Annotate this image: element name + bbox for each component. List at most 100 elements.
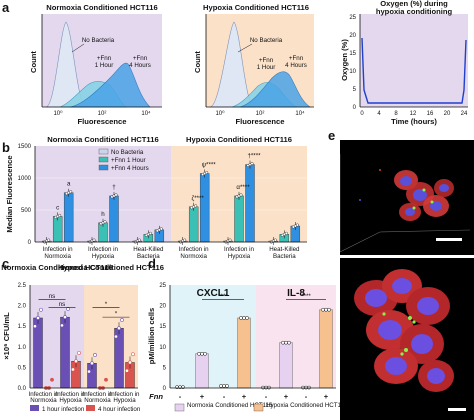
panel-c: Normoxia Conditioned HCT116 Hypoxia Cond… — [1, 263, 164, 413]
d-point-7-1 — [324, 307, 328, 312]
hist1-label-f4a: +Fnn — [133, 55, 148, 62]
d-sig-label-0: **** — [218, 293, 228, 300]
panel-letter-b: b — [2, 140, 10, 155]
d-legend-1: Hypoxia Conditioned HCT116 — [266, 402, 348, 409]
b-legend-swatch-0 — [98, 148, 109, 155]
c-point-c3-s0-1 — [117, 326, 121, 331]
oxygen-xlabel: Time (hours) — [391, 117, 437, 126]
hist1-ylabel: Count — [29, 51, 38, 73]
b-category-label-3-line1: Infection in — [179, 246, 209, 253]
c-sig-label-0: ns — [49, 293, 56, 300]
hist1-title: Normoxia Conditioned HCT116 — [46, 3, 157, 12]
c-point-c1-s1-1 — [74, 359, 78, 364]
c-category-label-0-line1: Infection in — [29, 391, 59, 398]
micro-bot-nucleus-1 — [365, 289, 387, 307]
c-point-c3-s1-2 — [131, 352, 135, 357]
hist1-xlabel: Fluorescence — [78, 117, 127, 126]
c-ytick-3: 1.5 — [18, 324, 27, 330]
d-sign-2: - — [223, 392, 226, 401]
d-bar-7 — [319, 309, 333, 389]
oxygen-ylabel: Oxygen (%) — [340, 39, 349, 81]
d-sign-7: + — [324, 392, 329, 401]
b-category-label-1-line2: Hypoxia — [92, 253, 115, 260]
c-ytick-5: 2.5 — [18, 283, 27, 289]
d-point-3-0 — [239, 316, 243, 320]
micro-bot-bacteria-4 — [400, 352, 404, 356]
b-point-c3-s1-2 — [194, 204, 198, 208]
c-point-c2-s1-2 — [104, 377, 108, 382]
b-title-left: Normoxia Conditioned HCT116 — [47, 135, 158, 144]
microscopy-top-svg — [340, 154, 471, 253]
c-sig-label-2: * — [105, 301, 108, 308]
c-point-c0-s0-0 — [33, 324, 37, 329]
hist2-ylabel: Count — [193, 51, 202, 73]
d-legend-swatch-0 — [174, 403, 185, 412]
panel-letter-e: e — [328, 128, 335, 143]
b-ytick-0: 0 — [28, 240, 32, 246]
d-significance: **** **** — [202, 293, 326, 300]
oxygen-xtick-2: 8 — [394, 111, 398, 117]
c-sig-label-3: * — [115, 311, 118, 318]
b-point-c4-s1-2 — [239, 193, 243, 197]
d-sign-4: - — [265, 392, 268, 401]
c-title-right: Hypoxia Conditioned HCT116 — [58, 263, 164, 272]
oxygen-bg — [360, 14, 468, 107]
b-bar-c1-s2 — [109, 195, 119, 243]
b-bar-c3-s1 — [188, 206, 199, 243]
b-point-c0-s2-2 — [69, 190, 73, 194]
b-category-label-5-line1: Heat-Killed — [269, 246, 300, 253]
oxygen-xtick-3: 12 — [410, 111, 417, 117]
c-point-c2-s0-2 — [93, 353, 97, 357]
b-point-c2-s1-2 — [148, 231, 152, 235]
hist1-nb-pointer — [71, 43, 85, 53]
micro-top-scale-bar — [436, 238, 462, 241]
d-bars — [175, 307, 333, 390]
c-category-label-1-line2: Hypoxia — [59, 397, 82, 404]
c-ylabel: ×10⁶ CFU/mL — [2, 312, 11, 360]
b-point-c5-s1-2 — [284, 231, 288, 235]
b-point-c4-s2-2 — [250, 162, 254, 166]
d-point-5-2 — [287, 340, 291, 345]
d-title-left: CXCL1 — [197, 288, 230, 299]
d-point-4-0 — [261, 385, 265, 390]
c-bar-c1-s0 — [60, 316, 70, 389]
hist1-label-f1a: +Fnn — [97, 55, 112, 62]
b-legend-swatch-1 — [98, 156, 109, 163]
d-point-7-0 — [321, 307, 325, 312]
c-title-left: Normoxia Conditioned HCT116 — [1, 263, 112, 272]
oxygen-xtick-0: 0 — [360, 111, 364, 117]
micro-top-nucleus-1 — [400, 176, 412, 186]
micro-top-box-edge-1 — [340, 231, 381, 253]
d-point-7-2 — [327, 307, 331, 312]
c-point-c2-s0-1 — [90, 361, 94, 366]
micro-top-bacteria-1 — [422, 188, 426, 192]
b-annotation-0: c — [56, 204, 59, 211]
b-category-label-2-line1: Heat-Killed — [133, 246, 164, 253]
micro-bot-bacteria-1 — [408, 316, 412, 320]
micro-top-nucleus-3 — [430, 201, 442, 211]
micro-bot-nucleus-3 — [417, 297, 439, 315]
c-point-c0-s0-2 — [39, 307, 43, 312]
b-annotation-2: h — [101, 211, 105, 218]
oxygen-xtick-1: 4 — [377, 111, 381, 117]
c-bars — [33, 306, 135, 390]
oxygen-ytick-1: 5 — [353, 87, 357, 93]
d-point-3-2 — [245, 316, 249, 320]
d-legend-swatch-1 — [253, 403, 264, 412]
c-legend-0: 1 hour infection — [42, 406, 85, 413]
c-point-c0-s1-2 — [50, 377, 54, 382]
b-annotation-5: ψ**** — [202, 162, 217, 169]
c-point-c0-s0-1 — [36, 316, 40, 320]
oxygen-trace — [361, 37, 467, 104]
c-point-c1-s0-1 — [63, 315, 67, 320]
b-annotation-6: α**** — [236, 184, 250, 191]
c-point-c3-s0-2 — [120, 318, 124, 322]
c-point-c3-s1-0 — [125, 368, 129, 373]
b-category-label-0-line2: Normoxia — [44, 253, 71, 260]
hist1-label-f1b: 1 Hour — [95, 62, 114, 69]
b-grid — [35, 177, 307, 211]
